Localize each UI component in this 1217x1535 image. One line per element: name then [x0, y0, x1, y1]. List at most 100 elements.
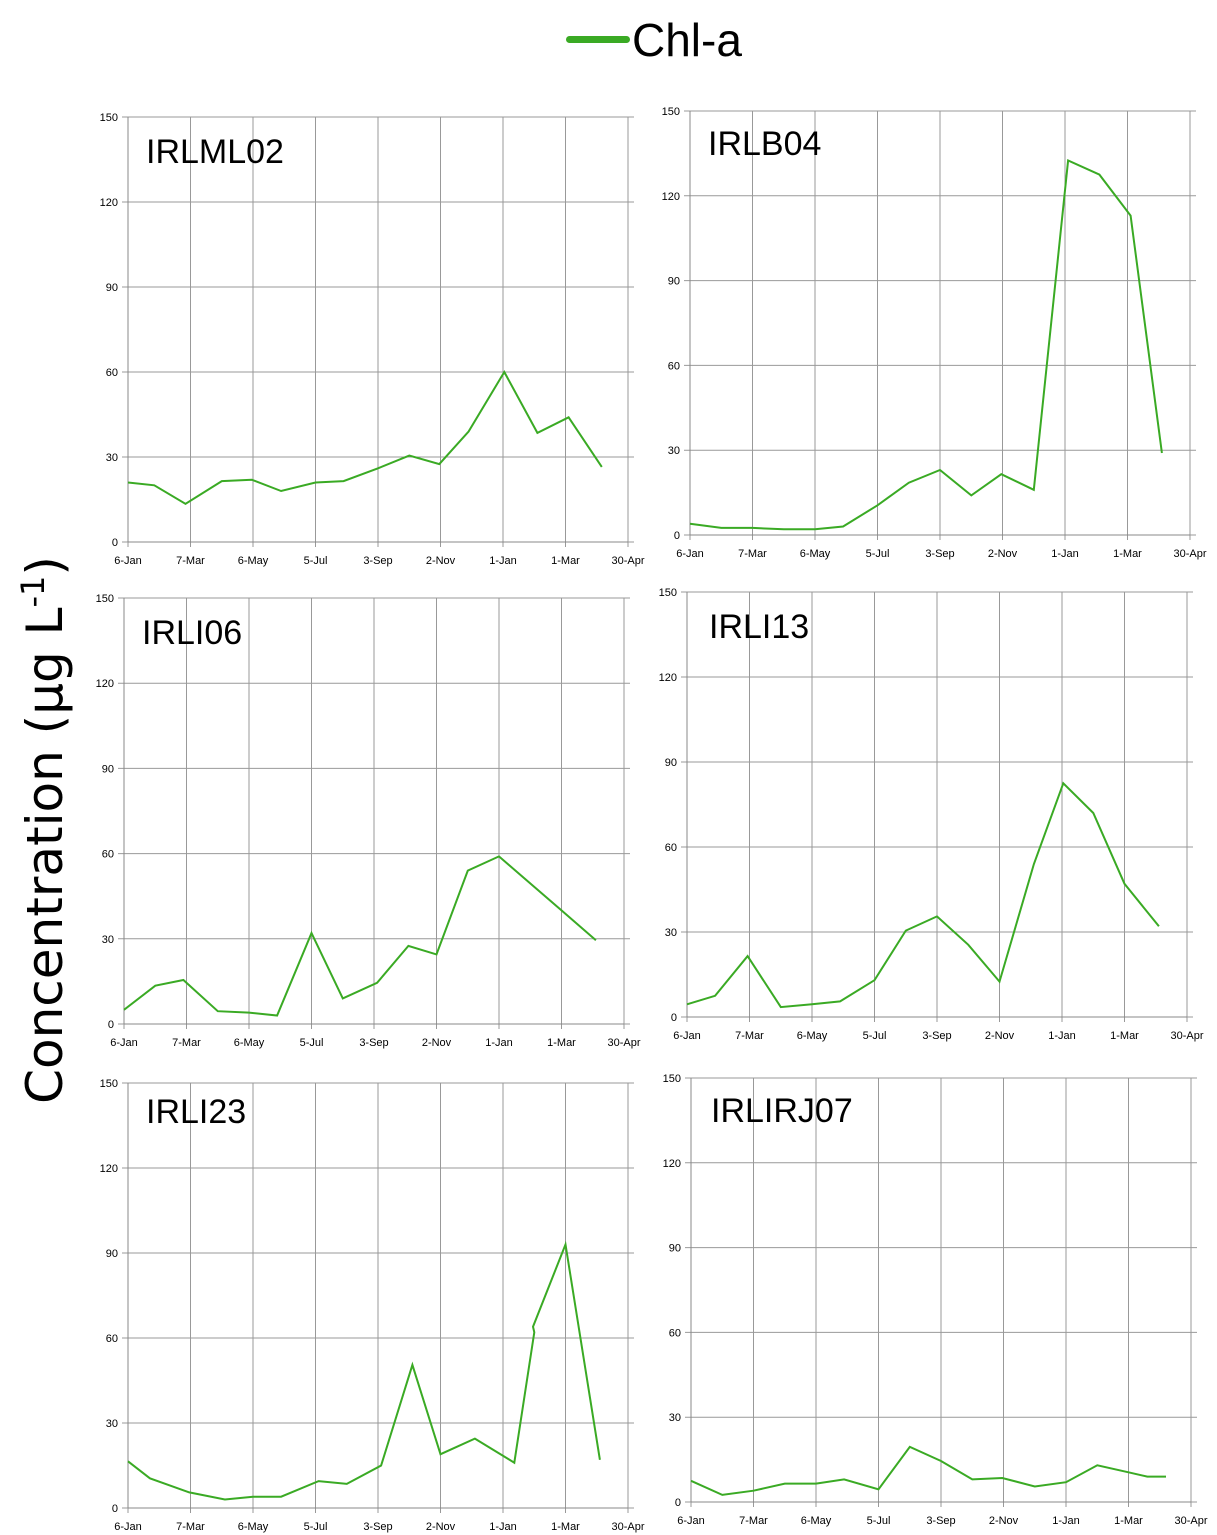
chart-panel-irli23: 0 30 60 90 120 150 6-Jan 7-Mar 6-May 5-Jul 3-Sep 2-…: [100, 1078, 645, 1533]
y-tick-label: 0: [674, 530, 680, 542]
x-tick-label: 1-Jan: [485, 1037, 513, 1049]
x-tick-label: 5-Jul: [866, 548, 890, 560]
y-tick-label: 0: [108, 1019, 114, 1031]
x-tick-label: 6-Jan: [677, 1515, 705, 1527]
x-tick-label: 30-Apr: [611, 1521, 644, 1533]
x-tick-label: 7-Mar: [738, 548, 767, 560]
x-tick-label: 6-Jan: [676, 548, 704, 560]
y-tick-label: 30: [668, 445, 680, 457]
chart-panel-irlb04: 0 30 60 90 120 150 6-Jan 7-Mar 6-May 5-Jul 3-Sep 2-…: [662, 106, 1207, 560]
y-tick-label: 30: [665, 927, 677, 939]
x-tick-label: 6-Jan: [673, 1030, 701, 1042]
x-tick-label: 6-May: [238, 1521, 269, 1533]
x-tick-label: 1-Mar: [1114, 1515, 1143, 1527]
x-tick-label: 3-Sep: [363, 555, 392, 567]
y-tick-label: 30: [106, 1418, 118, 1430]
panel-title: IRLB04: [708, 125, 821, 163]
series-line-chl-a: [686, 781, 1160, 1009]
x-tick-label: 30-Apr: [611, 555, 644, 567]
y-tick-label: 150: [96, 593, 114, 605]
x-tick-label: 3-Sep: [925, 548, 954, 560]
x-tick-label: 2-Nov: [426, 1521, 456, 1533]
y-tick-label: 60: [106, 367, 118, 379]
legend-label-chl-a: Chl-a: [632, 14, 742, 66]
y-tick-label: 60: [668, 360, 680, 372]
y-tick-label: 90: [102, 763, 114, 775]
panel-title: IRLML02: [146, 133, 284, 171]
x-tick-label: 1-Mar: [551, 1521, 580, 1533]
y-tick-label: 30: [106, 452, 118, 464]
y-tick-label: 90: [668, 276, 680, 288]
x-tick-label: 7-Mar: [172, 1037, 201, 1049]
x-tick-label: 2-Nov: [985, 1030, 1015, 1042]
x-tick-label: 1-Mar: [1113, 548, 1142, 560]
x-tick-label: 2-Nov: [422, 1037, 452, 1049]
legend-swatch-chl-a: [566, 36, 630, 43]
y-tick-label: 150: [659, 587, 677, 599]
x-tick-label: 5-Jul: [863, 1030, 887, 1042]
x-tick-label: 2-Nov: [426, 555, 456, 567]
x-tick-label: 7-Mar: [739, 1515, 768, 1527]
series-line-chl-a: [123, 855, 597, 1017]
series-line-chl-a: [689, 159, 1163, 531]
panel-title: IRLI23: [146, 1093, 246, 1131]
x-tick-label: 5-Jul: [300, 1037, 324, 1049]
x-tick-label: 6-May: [800, 548, 831, 560]
y-tick-label: 30: [102, 934, 114, 946]
y-tick-label: 60: [102, 849, 114, 861]
x-tick-label: 6-May: [797, 1030, 828, 1042]
x-tick-label: 1-Jan: [1051, 548, 1079, 560]
y-tick-label: 120: [663, 1158, 681, 1170]
x-tick-label: 6-May: [234, 1037, 265, 1049]
x-tick-label: 7-Mar: [176, 555, 205, 567]
y-tick-label: 90: [669, 1243, 681, 1255]
y-tick-label: 120: [662, 191, 680, 203]
x-tick-label: 1-Jan: [1048, 1030, 1076, 1042]
x-tick-label: 6-Jan: [114, 1521, 142, 1533]
y-tick-label: 0: [112, 1503, 118, 1515]
x-tick-label: 3-Sep: [359, 1037, 388, 1049]
x-tick-label: 2-Nov: [989, 1515, 1019, 1527]
y-tick-label: 60: [669, 1327, 681, 1339]
x-tick-label: 3-Sep: [926, 1515, 955, 1527]
x-tick-label: 6-May: [801, 1515, 832, 1527]
y-tick-label: 90: [665, 757, 677, 769]
y-tick-label: 120: [659, 672, 677, 684]
series-line-chl-a: [127, 1240, 601, 1501]
x-tick-label: 1-Jan: [489, 555, 517, 567]
x-tick-label: 3-Sep: [363, 1521, 392, 1533]
y-tick-label: 90: [106, 282, 118, 294]
y-tick-label: 150: [663, 1073, 681, 1085]
y-tick-label: 150: [100, 112, 118, 124]
x-tick-label: 30-Apr: [607, 1037, 640, 1049]
y-tick-label: 60: [106, 1333, 118, 1345]
x-tick-label: 6-Jan: [110, 1037, 138, 1049]
chart-panel-irli13: 0 30 60 90 120 150 6-Jan 7-Mar 6-May 5-Jul 3-Sep 2-…: [659, 587, 1204, 1042]
y-tick-label: 60: [665, 842, 677, 854]
series-line-chl-a: [127, 369, 603, 505]
chart-panel-irli06: 0 30 60 90 120 150 6-Jan 7-Mar 6-May 5-Jul 3-Sep 2-…: [96, 593, 641, 1049]
legend: Chl-a: [560, 10, 820, 70]
y-tick-label: 120: [96, 678, 114, 690]
y-tick-label: 30: [669, 1412, 681, 1424]
y-tick-label: 0: [112, 537, 118, 549]
x-tick-label: 6-May: [238, 555, 269, 567]
y-tick-label: 120: [100, 1163, 118, 1175]
x-tick-label: 30-Apr: [1170, 1030, 1203, 1042]
x-tick-label: 1-Mar: [551, 555, 580, 567]
chart-panel-irlml02: 0 30 60 90 120 150 6-Jan 7-Mar 6-May 5-Jul 3-Sep 2-…: [100, 112, 645, 567]
x-tick-label: 7-Mar: [176, 1521, 205, 1533]
x-tick-label: 1-Mar: [1110, 1030, 1139, 1042]
x-tick-label: 5-Jul: [867, 1515, 891, 1527]
x-tick-label: 1-Jan: [1052, 1515, 1080, 1527]
panel-title: IRLI06: [142, 614, 242, 652]
x-tick-label: 3-Sep: [922, 1030, 951, 1042]
x-tick-label: 1-Jan: [489, 1521, 517, 1533]
y-tick-label: 90: [106, 1248, 118, 1260]
y-tick-label: 150: [100, 1078, 118, 1090]
x-tick-label: 7-Mar: [735, 1030, 764, 1042]
x-tick-label: 5-Jul: [304, 1521, 328, 1533]
y-tick-label: 120: [100, 197, 118, 209]
panel-title: IRLI13: [709, 608, 809, 646]
